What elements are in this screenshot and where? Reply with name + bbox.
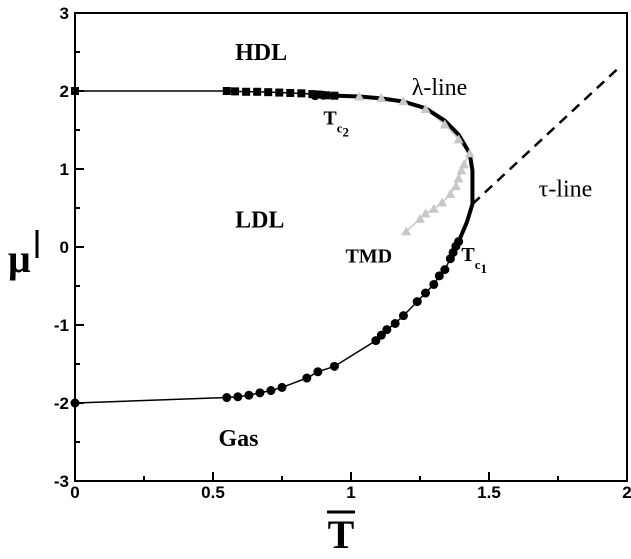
square-point <box>297 89 306 98</box>
circle-point <box>398 311 408 321</box>
x-tick-label: 2 <box>622 483 631 502</box>
triangle-point <box>428 203 439 213</box>
circle-point <box>233 392 243 402</box>
square-point <box>242 87 251 96</box>
circle-point <box>371 336 381 346</box>
triangle-point <box>456 165 467 175</box>
circle-point <box>266 386 276 396</box>
y-tick-label: 0 <box>60 238 69 257</box>
first-order-line <box>315 92 475 243</box>
triangle-point <box>464 148 475 158</box>
annotation-label: HDL <box>235 40 287 66</box>
triangle-point <box>401 226 412 236</box>
annotation-label: LDL <box>235 208 284 234</box>
triangle-point <box>439 119 450 129</box>
circle-point <box>440 265 450 275</box>
triangle-point <box>450 181 461 191</box>
circle-point <box>255 388 265 398</box>
annotation-label: Tc1 <box>461 244 487 276</box>
x-tick-label: 1 <box>346 483 355 502</box>
curves-layer <box>74 64 623 404</box>
x-axis-label: T <box>328 512 355 557</box>
circle-point <box>244 390 254 400</box>
triangle-point <box>453 134 464 144</box>
triangle-point <box>453 173 464 183</box>
x-tick-label: 0.5 <box>201 483 225 502</box>
circle-point <box>376 330 386 340</box>
triangle-point <box>376 93 387 103</box>
circle-point <box>382 325 392 335</box>
circle-point <box>329 361 339 371</box>
y-tick-label: -3 <box>54 472 69 491</box>
y-tick-label: -2 <box>54 394 69 413</box>
triangle-point <box>354 91 365 101</box>
series-line <box>75 90 335 97</box>
annotation-subscript: c <box>337 121 343 136</box>
circle-point <box>222 393 232 403</box>
y-tick-label: 3 <box>60 4 69 23</box>
annotation-label: TMD <box>345 246 392 268</box>
annotation-subscript-index: 2 <box>343 125 350 140</box>
triangle-point <box>420 103 431 113</box>
y-tick-label: -1 <box>54 316 69 335</box>
series-line <box>359 95 471 232</box>
circle-point <box>277 382 287 392</box>
square-point <box>231 87 240 96</box>
triangle-point <box>437 197 448 207</box>
x-tick-label: 0 <box>70 483 79 502</box>
ticks-layer: 0 0.5 1 1.5 2 -3 -2 -1 0 1 2 3 <box>54 4 631 502</box>
square-point <box>330 91 339 100</box>
annotation-label: λ-line <box>412 75 468 101</box>
square-point <box>222 87 231 95</box>
circle-point <box>313 367 323 377</box>
y-axis-label: μ <box>8 236 31 281</box>
y-tick-label: 2 <box>60 82 69 101</box>
x-tick-label: 1.5 <box>477 483 501 502</box>
square-point <box>286 88 295 97</box>
circle-point <box>454 237 464 247</box>
square-point <box>275 88 284 97</box>
square-point <box>264 88 273 97</box>
annotation-subscript-index: 1 <box>481 261 488 276</box>
triangle-point <box>415 213 425 223</box>
circle-point <box>429 279 439 289</box>
annotation-subscript: c <box>475 257 481 272</box>
annotation-label: Tc2 <box>323 108 349 140</box>
circle-point <box>412 297 422 307</box>
y-tick-label: 1 <box>60 160 69 179</box>
circle-point <box>302 373 312 383</box>
circle-point <box>421 288 431 298</box>
square-point <box>253 87 262 96</box>
triangle-point <box>445 188 456 198</box>
circle-point <box>434 271 444 281</box>
circle-point <box>390 318 400 328</box>
annotation-label: Gas <box>219 426 259 452</box>
annotation-label: τ-line <box>539 176 593 202</box>
triangle-point <box>420 208 431 218</box>
markers-layer <box>70 87 475 408</box>
series-line <box>74 241 460 404</box>
triangle-point <box>398 96 409 106</box>
circle-point <box>310 91 320 101</box>
circle-point <box>318 90 328 100</box>
